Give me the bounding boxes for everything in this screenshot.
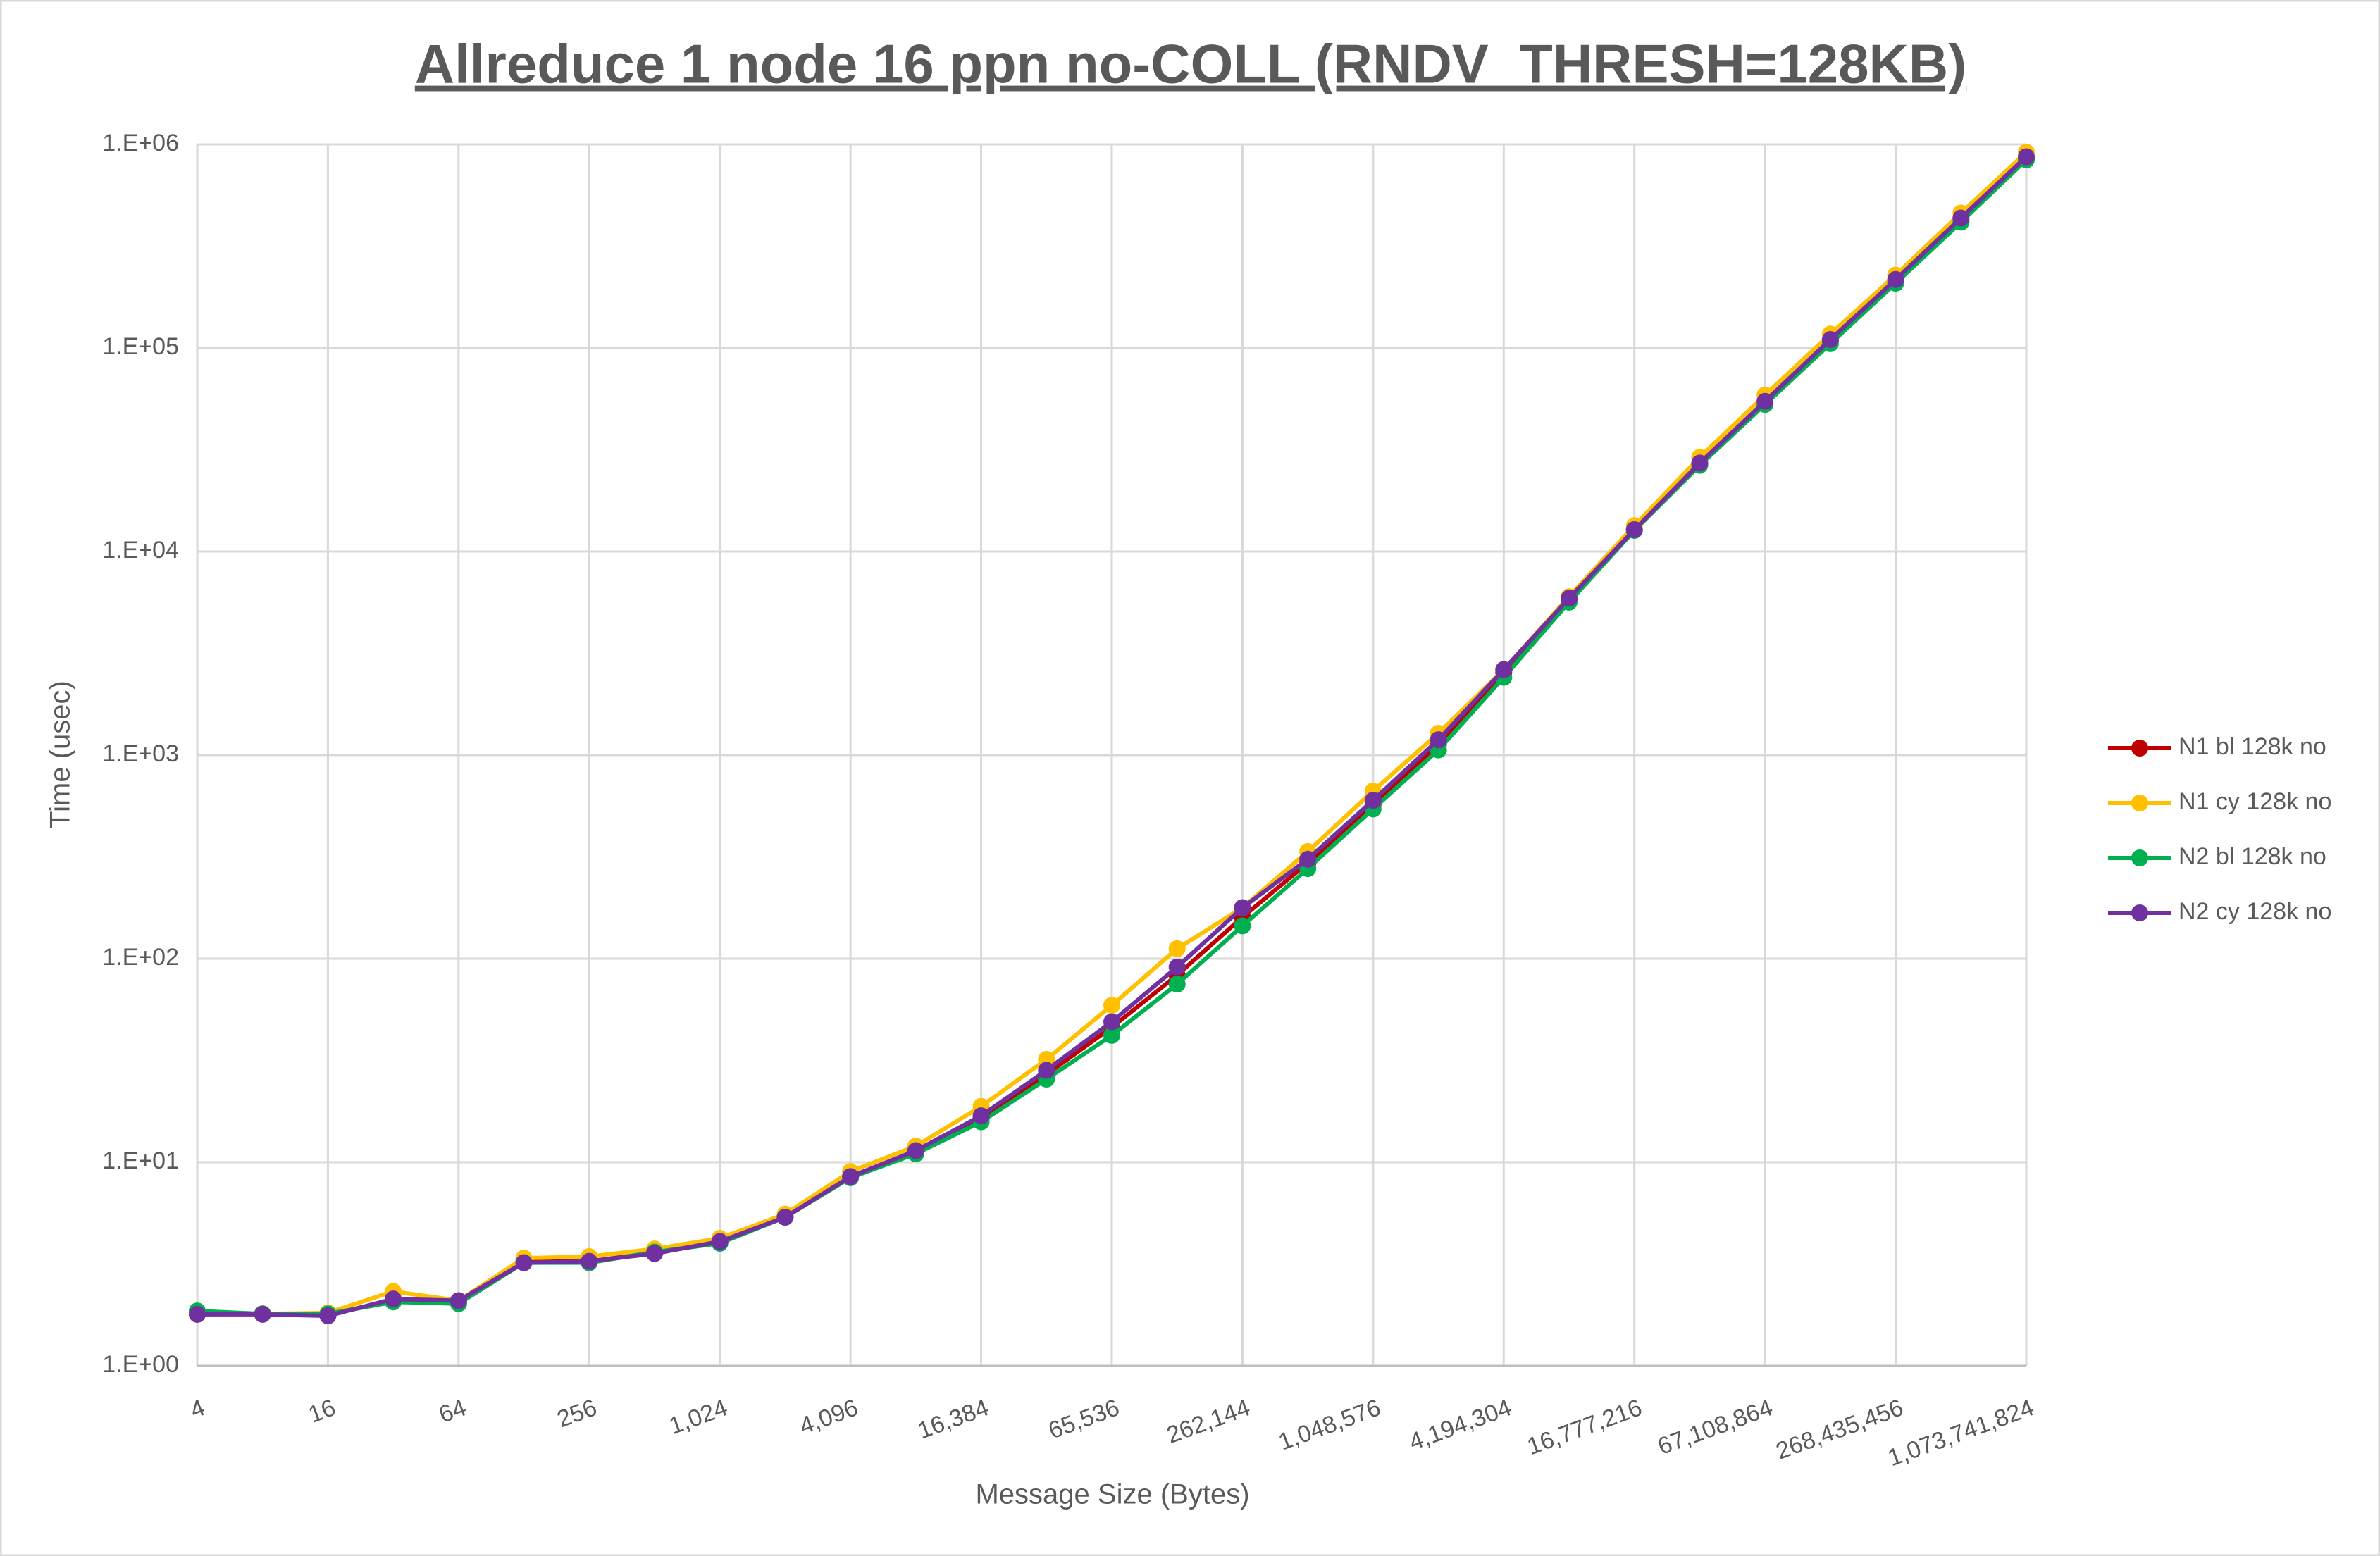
data-point bbox=[1495, 661, 1513, 678]
data-point bbox=[1821, 331, 1839, 349]
data-point bbox=[972, 1107, 990, 1125]
data-point bbox=[1952, 209, 1970, 227]
legend-marker bbox=[2131, 740, 2148, 757]
data-point bbox=[1168, 940, 1186, 957]
data-point bbox=[1756, 392, 1774, 410]
data-point bbox=[711, 1233, 729, 1250]
data-point bbox=[1299, 850, 1317, 868]
data-point bbox=[2018, 148, 2035, 166]
legend-label: N2 bl 128k no bbox=[2178, 843, 2326, 870]
chart-title: Allreduce 1 node 16 ppn no-COLL (RNDV_TH… bbox=[415, 33, 1966, 95]
data-point bbox=[1561, 590, 1578, 607]
data-point bbox=[254, 1305, 271, 1323]
data-point bbox=[1168, 976, 1186, 993]
y-axis-title: Time (usec) bbox=[45, 680, 76, 828]
data-point bbox=[1364, 792, 1382, 809]
data-point bbox=[319, 1307, 337, 1325]
data-point bbox=[1625, 521, 1643, 539]
y-tick-label: 1.E+01 bbox=[102, 1147, 179, 1174]
data-point bbox=[515, 1254, 533, 1271]
data-point bbox=[581, 1252, 598, 1270]
legend-label: N2 cy 128k no bbox=[2178, 898, 2331, 925]
data-point bbox=[842, 1168, 860, 1185]
data-point bbox=[1168, 958, 1186, 976]
data-point bbox=[1103, 1026, 1120, 1044]
data-point bbox=[1234, 917, 1251, 935]
data-point bbox=[907, 1142, 924, 1159]
data-point bbox=[1234, 899, 1251, 916]
data-point bbox=[1430, 731, 1447, 749]
y-tick-label: 1.E+05 bbox=[102, 333, 179, 360]
data-point bbox=[450, 1292, 467, 1309]
legend-marker bbox=[2131, 795, 2148, 811]
x-axis-title: Message Size (Bytes) bbox=[975, 1479, 1249, 1510]
data-point bbox=[1103, 997, 1120, 1014]
legend-marker bbox=[2131, 904, 2148, 921]
legend-label: N1 cy 128k no bbox=[2178, 788, 2331, 815]
data-point bbox=[1103, 1013, 1120, 1031]
data-point bbox=[1887, 270, 1904, 288]
y-tick-label: 1.E+02 bbox=[102, 944, 179, 971]
y-tick-label: 1.E+03 bbox=[102, 740, 179, 767]
data-point bbox=[1691, 454, 1709, 472]
legend-label: N1 bl 128k no bbox=[2178, 733, 2326, 760]
y-tick-label: 1.E+00 bbox=[102, 1351, 179, 1378]
legend-marker bbox=[2131, 849, 2148, 866]
data-point bbox=[1038, 1062, 1055, 1079]
data-point bbox=[189, 1305, 206, 1323]
data-point bbox=[776, 1209, 794, 1226]
y-tick-label: 1.E+04 bbox=[102, 537, 179, 564]
data-point bbox=[646, 1245, 663, 1262]
data-point bbox=[385, 1290, 402, 1308]
y-tick-label: 1.E+06 bbox=[102, 130, 179, 156]
